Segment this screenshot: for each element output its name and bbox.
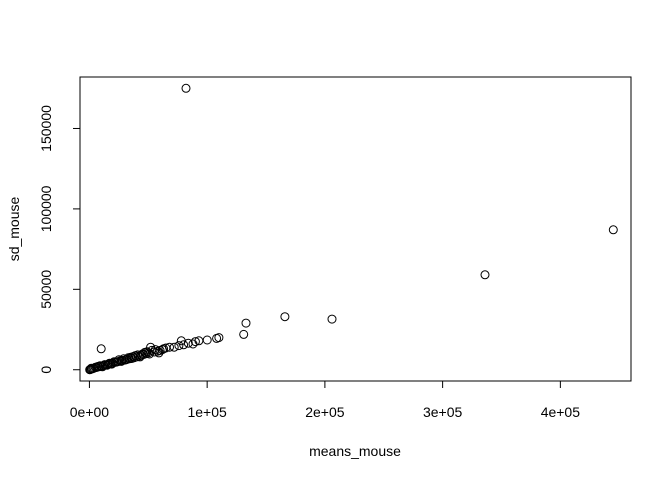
data-point (202, 335, 212, 345)
data-point (174, 341, 184, 351)
y-tick-label: 150000 (38, 105, 54, 152)
data-point (116, 356, 126, 366)
data-point (181, 83, 191, 93)
y-tick-label: 100000 (38, 185, 54, 232)
data-point (97, 362, 107, 372)
data-point (137, 349, 147, 359)
data-point (239, 329, 249, 339)
y-tick-label: 50000 (38, 270, 54, 309)
data-point (190, 337, 200, 347)
data-point (212, 333, 222, 343)
data-point (135, 352, 145, 362)
y-axis-label: sd_mouse (6, 196, 22, 261)
data-point (107, 359, 117, 369)
data-point (179, 340, 189, 350)
x-tick-label: 4e+05 (541, 404, 581, 420)
data-point (86, 363, 96, 373)
data-point (241, 318, 251, 328)
data-point (327, 314, 337, 324)
y-axis: 0 50000 100000 150000 (38, 105, 81, 374)
data-point (188, 339, 198, 349)
data-point (153, 346, 163, 356)
data-point (280, 312, 290, 322)
x-tick-label: 1e+05 (187, 404, 227, 420)
x-axis-label: means_mouse (309, 443, 401, 459)
data-point (608, 225, 618, 235)
data-point (96, 344, 106, 354)
x-axis: 0e+00 1e+05 2e+05 3e+05 4e+05 (70, 380, 581, 420)
x-tick-label: 0e+00 (70, 404, 110, 420)
points-layer (85, 83, 618, 375)
x-tick-label: 3e+05 (423, 404, 463, 420)
data-point (159, 344, 169, 354)
x-tick-label: 2e+05 (305, 404, 345, 420)
plot-frame (79, 76, 632, 382)
data-point (102, 360, 112, 370)
data-point (169, 342, 179, 352)
data-point (85, 365, 95, 375)
data-point (480, 270, 490, 280)
data-point (114, 355, 124, 365)
y-tick-label: 0 (38, 366, 54, 374)
data-point (142, 347, 152, 357)
